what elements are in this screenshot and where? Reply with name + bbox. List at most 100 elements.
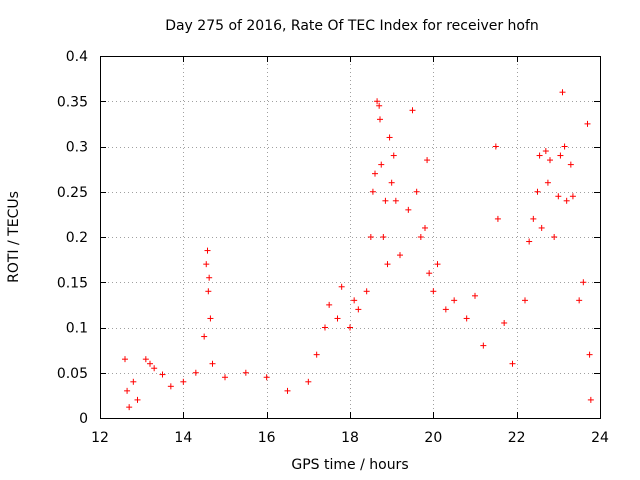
data-point (563, 197, 570, 204)
data-point (206, 274, 213, 281)
data-point (424, 157, 431, 164)
data-point (417, 234, 424, 240)
y-tick-label: 0.05 (57, 366, 88, 382)
data-point (430, 288, 437, 295)
data-point (576, 297, 583, 304)
y-tick-labels: 0 0.05 0.1 0.15 0.2 0.25 0.3 0.35 0.4 (57, 49, 88, 427)
data-point (380, 234, 387, 240)
data-point (586, 351, 593, 358)
data-point (192, 369, 199, 376)
data-point (372, 170, 378, 177)
data-point (530, 215, 537, 222)
data-point (338, 283, 345, 290)
data-point (377, 116, 383, 123)
data-point (480, 342, 487, 349)
y-tick-label: 0.2 (66, 230, 88, 246)
y-tick-label: 0.3 (66, 140, 88, 156)
y-tick-label: 0 (79, 411, 88, 427)
data-point (159, 371, 166, 378)
data-point (205, 288, 212, 295)
data-point (534, 188, 541, 195)
data-point (376, 102, 383, 109)
grid-lines (100, 56, 600, 418)
data-point (451, 297, 458, 304)
data-point (526, 238, 533, 245)
data-point (413, 188, 420, 195)
data-point (367, 234, 374, 240)
data-point (551, 234, 558, 240)
data-point (542, 148, 549, 155)
data-point (151, 365, 158, 372)
data-point (559, 89, 566, 96)
data-point (305, 378, 312, 385)
data-point (207, 315, 214, 322)
data-point (167, 383, 174, 390)
y-axis-label: ROTI / TECUs (6, 191, 22, 283)
data-point (326, 301, 333, 308)
data-point (501, 319, 508, 326)
x-tick-label: 20 (424, 430, 442, 446)
data-point (426, 270, 433, 277)
data-point (567, 161, 574, 168)
y-tick-label: 0.25 (57, 185, 88, 201)
x-tick-label: 24 (591, 430, 609, 446)
data-point (347, 324, 353, 331)
data-point (494, 215, 501, 222)
data-point (204, 247, 211, 254)
data-point (584, 120, 591, 127)
data-point (522, 297, 528, 304)
data-point (134, 396, 141, 403)
data-point (180, 378, 187, 385)
data-point (130, 378, 137, 385)
data-point (209, 360, 216, 367)
data-point (126, 404, 133, 411)
data-point (538, 224, 545, 231)
x-tick-labels: 12 14 16 18 20 22 24 (91, 430, 609, 446)
data-point (351, 297, 358, 304)
y-tick-label: 0.15 (57, 275, 88, 291)
x-axis-label: GPS time / hours (291, 457, 408, 473)
data-point (222, 374, 228, 381)
data-point (580, 279, 587, 286)
data-point (374, 98, 381, 105)
x-tick-label: 14 (174, 430, 192, 446)
data-point (386, 134, 393, 141)
data-point (384, 261, 391, 268)
data-point (203, 261, 210, 268)
x-tick-label: 22 (508, 430, 526, 446)
data-point (378, 161, 385, 168)
data-point (363, 288, 370, 295)
data-point (561, 143, 568, 150)
data-point (555, 193, 562, 200)
y-tick-label: 0.35 (57, 94, 88, 110)
data-point (313, 351, 320, 358)
data-point (147, 360, 153, 367)
data-point (142, 356, 149, 363)
data-point (544, 179, 551, 186)
data-point (509, 360, 516, 367)
data-point (390, 152, 397, 159)
data-point (492, 143, 499, 150)
x-tick-label: 16 (258, 430, 276, 446)
data-point (557, 152, 564, 159)
data-point (587, 396, 594, 403)
data-point (536, 152, 543, 159)
y-tick-label: 0.4 (66, 49, 88, 65)
data-point (405, 206, 412, 213)
data-point (369, 188, 376, 195)
data-point (124, 387, 131, 394)
data-point (392, 197, 399, 204)
data-point (201, 333, 208, 340)
plot-frame (100, 56, 601, 419)
data-point (355, 306, 362, 313)
data-point (569, 193, 576, 200)
data-point (442, 306, 449, 313)
data-point (409, 107, 416, 114)
data-point (397, 252, 403, 259)
data-point (322, 324, 328, 331)
data-point (382, 197, 389, 204)
data-point (472, 292, 478, 299)
data-point (334, 315, 341, 322)
data-point (242, 369, 249, 376)
